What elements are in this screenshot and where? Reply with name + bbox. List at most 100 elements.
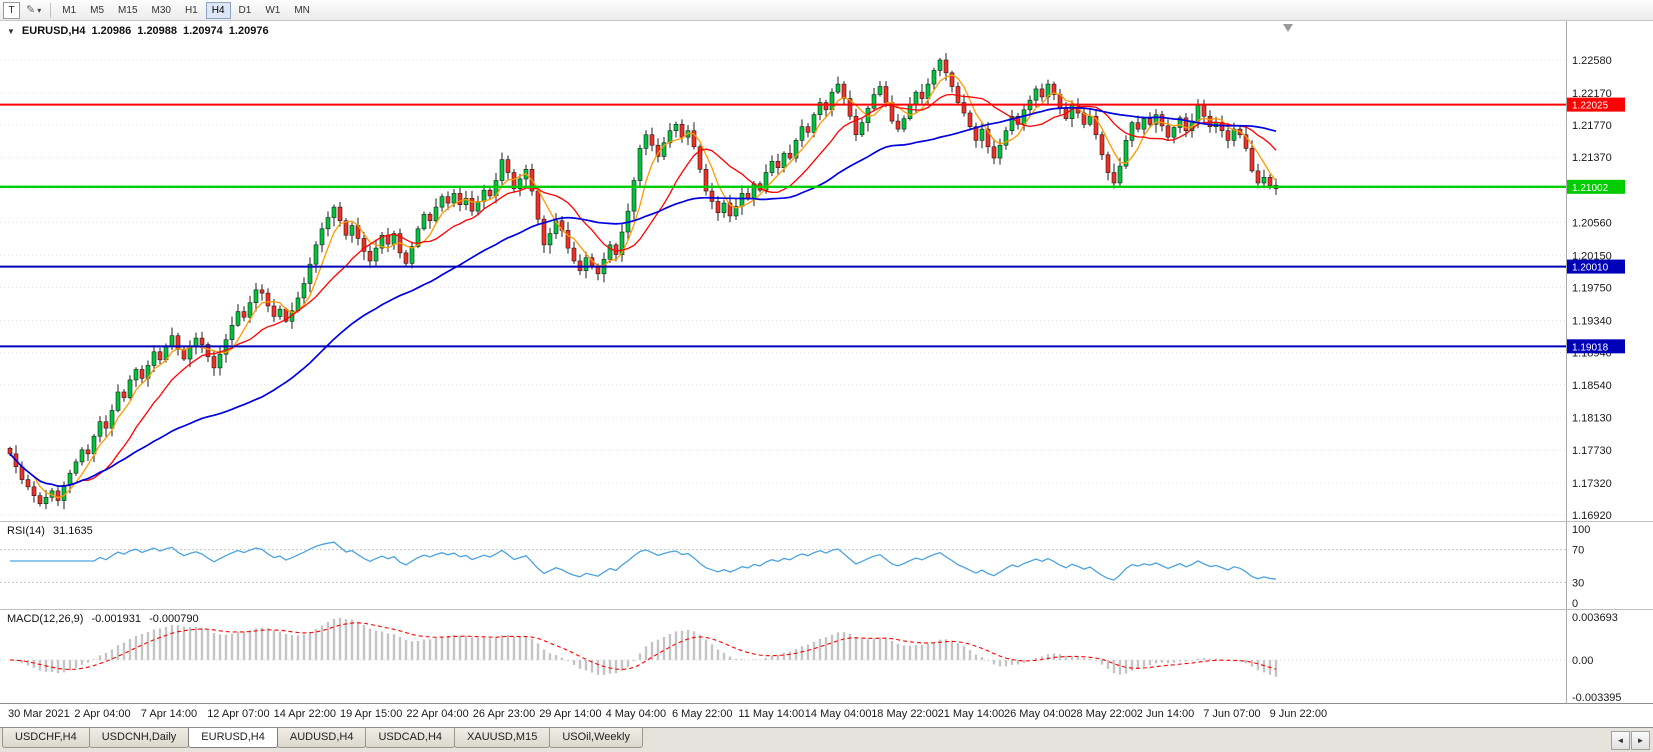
rsi-scale-label: 100 [1572, 524, 1590, 536]
candle-bear [175, 335, 181, 350]
candle-bull [463, 197, 469, 205]
candle-bear [613, 244, 619, 255]
chart-title: ▼ EURUSD,H4 1.20986 1.20988 1.20974 1.20… [7, 25, 269, 37]
toolbar-t-button[interactable]: T [3, 1, 20, 19]
candle-bear [697, 146, 703, 170]
candle-bull [1153, 114, 1159, 125]
candle-bull [67, 472, 73, 486]
candle-bear [703, 169, 709, 192]
candle-bear [1093, 115, 1099, 136]
candle-bull [763, 172, 769, 191]
ma-fast-orange [9, 74, 1277, 499]
candle-bear [985, 128, 991, 148]
timeframe-button-m5[interactable]: M5 [90, 4, 105, 16]
candle-bear [181, 349, 187, 360]
time-axis-label: 4 May 04:00 [606, 708, 667, 720]
chart-tab-audusd[interactable]: AUDUSD,H4 [276, 728, 367, 748]
candle-bull [517, 178, 523, 189]
rsi-indicator-label: RSI(14) 31.1635 [7, 525, 98, 537]
timeframe-button-m15[interactable]: M15 [118, 4, 138, 16]
candle-bear [265, 292, 271, 307]
time-axis-label: 14 Apr 22:00 [274, 708, 336, 720]
chart-tab-xauusd[interactable]: XAUUSD,M15 [454, 728, 551, 748]
candle-bear [709, 190, 715, 202]
macd-main-value: -0.001931 [91, 613, 142, 625]
tabs-scroll-right-button[interactable]: ► [1631, 731, 1650, 750]
chart-tab-usdcnh[interactable]: USDCNH,Daily [88, 728, 190, 748]
candle-bull [619, 231, 625, 255]
drawing-tools-button[interactable]: ✎ ▾ [22, 2, 45, 19]
candle-bull [811, 114, 817, 133]
chart-tab-usdcad[interactable]: USDCAD,H4 [365, 728, 456, 748]
candle-bear [31, 486, 37, 496]
top-toolbar: T ✎ ▾ M1 M5 M15 M30 H1 H4 D1 W1 MN [0, 0, 1653, 21]
candle-bear [973, 126, 979, 141]
candle-bull [997, 144, 1003, 159]
price-axis-label: 1.20150 [1572, 250, 1612, 262]
chart-tabs: USDCHF,H4 USDCNH,Daily EURUSD,H4 AUDUSD,H4 U… [0, 728, 643, 748]
chart-shift-marker[interactable] [1283, 24, 1293, 32]
time-axis-label: 21 May 14:00 [938, 708, 1005, 720]
timeframe-button-m30[interactable]: M30 [151, 4, 171, 16]
one-click-trading-toggle[interactable]: ▼ [7, 26, 15, 36]
candle-bull [1117, 165, 1123, 184]
candle-bull [1129, 122, 1135, 141]
rsi-scale-label: 30 [1572, 577, 1584, 589]
time-axis-label: 2 Apr 04:00 [74, 708, 130, 720]
macd-indicator-label: MACD(12,26,9) -0.001931 -0.000790 [7, 613, 204, 625]
candle-bear [1255, 170, 1261, 184]
chart-tab-eurusd[interactable]: EURUSD,H4 [188, 728, 278, 748]
candle-bull [739, 193, 745, 207]
price-badge-label: 1.20010 [1572, 263, 1609, 274]
price-chart-svg: 1.225801.221701.217701.213701.209701.205… [0, 21, 1653, 720]
time-axis-label: 14 May 04:00 [805, 708, 872, 720]
candle-bull [115, 391, 121, 411]
chart-tab-usdchf[interactable]: USDCHF,H4 [2, 728, 90, 748]
candle-bear [649, 134, 655, 146]
candle-bear [1267, 177, 1273, 186]
tabs-scroll-left-button[interactable]: ◄ [1611, 731, 1630, 750]
chart-canvas[interactable]: 1.225801.221701.217701.213701.209701.205… [0, 21, 1653, 727]
timeframe-button-m1[interactable]: M1 [62, 4, 77, 16]
timeframe-button-group: M1 M5 M15 M30 H1 H4 D1 W1 MN [56, 1, 316, 19]
candle-bull [871, 94, 877, 109]
candle-bear [337, 206, 343, 222]
candle-bear [991, 146, 997, 159]
rsi-line [10, 541, 1277, 581]
time-axis-label: 30 Mar 2021 [8, 708, 70, 720]
time-axis-label: 9 Jun 22:00 [1270, 708, 1328, 720]
price-axis-label: 1.21370 [1572, 152, 1612, 164]
candle-bull [169, 335, 175, 347]
candle-bull [253, 289, 259, 304]
candle-bear [883, 86, 889, 103]
macd-signal-line [9, 622, 1277, 671]
candle-bull [133, 369, 139, 381]
candle-bull [91, 435, 97, 455]
tabbar-scroll-track[interactable] [642, 728, 1611, 752]
timeframe-button-w1[interactable]: W1 [265, 4, 281, 16]
rsi-value: 31.1635 [52, 525, 93, 537]
macd-scale-label: 0.003693 [1572, 612, 1618, 624]
chart-tabs-bar: USDCHF,H4 USDCNH,Daily EURUSD,H4 AUDUSD,H4 U… [0, 727, 1653, 752]
candle-bull [1003, 130, 1009, 146]
candle-bear [775, 160, 781, 169]
timeframe-button-h1[interactable]: H1 [184, 4, 198, 16]
pencil-icon: ✎ [26, 3, 36, 16]
timeframe-button-d1[interactable]: D1 [238, 4, 252, 16]
candle-bull [667, 130, 673, 144]
macd-name: MACD(12,26,9) [7, 613, 84, 625]
timeframe-button-h4[interactable]: H4 [205, 1, 231, 19]
candle-bear [787, 152, 793, 159]
ma-slow-blue [9, 106, 1277, 487]
candle-bear [1051, 83, 1057, 95]
candle-bull [1177, 117, 1183, 128]
candle-bull [859, 122, 865, 136]
price-axis-label: 1.21770 [1572, 120, 1612, 132]
price-axis-label: 1.18540 [1572, 380, 1612, 392]
timeframe-button-mn[interactable]: MN [294, 4, 310, 16]
candle-bear [679, 123, 685, 138]
chart-tab-usoil[interactable]: USOil,Weekly [549, 728, 643, 748]
candle-bull [721, 202, 727, 214]
candle-bull [661, 142, 667, 157]
candle-bear [1249, 148, 1255, 172]
